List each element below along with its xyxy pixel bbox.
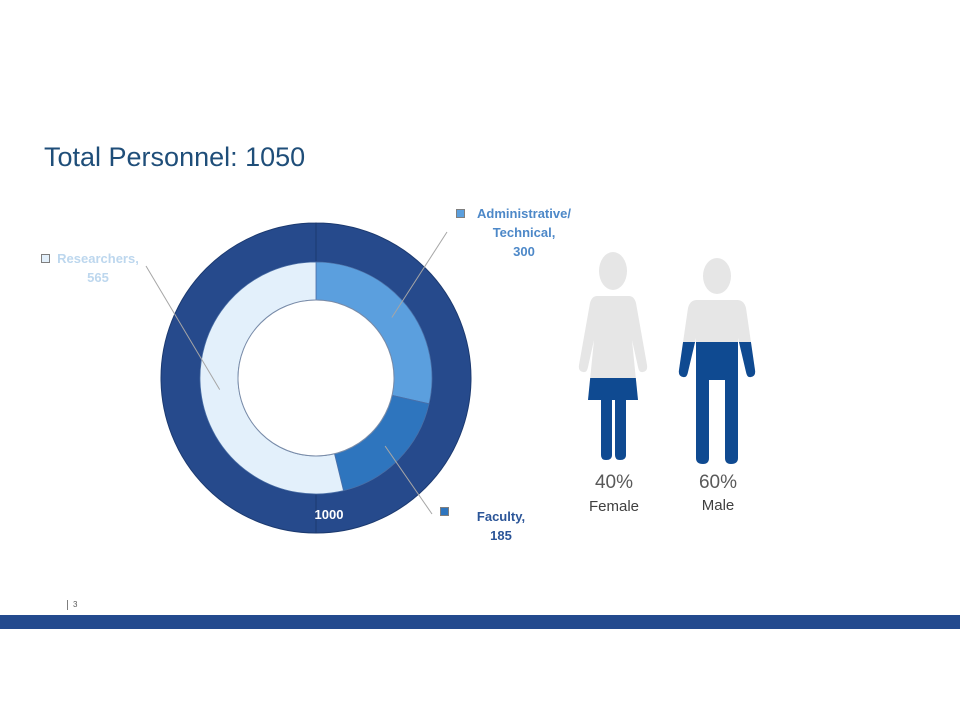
slice-label-line: Technical, bbox=[492, 225, 556, 240]
male-label: Male bbox=[701, 497, 735, 514]
slice-label-line: Administrative/ bbox=[477, 206, 571, 221]
outer-ring-value-label: 1000 bbox=[315, 507, 344, 522]
leader-line bbox=[145, 265, 221, 390]
slice-label-administrative: Administrative/ Technical, 300 bbox=[462, 204, 586, 261]
slice-label-line: 565 bbox=[87, 270, 109, 285]
slide-title: Total Personnel: 1050 bbox=[44, 142, 306, 172]
female-label: Female bbox=[588, 498, 640, 515]
doughnut-hole bbox=[237, 299, 395, 457]
legend-swatch-faculty bbox=[440, 507, 449, 516]
legend-swatch-administrative bbox=[456, 209, 465, 218]
male-percent: 60% bbox=[698, 472, 738, 493]
slice-label-line: Faculty, bbox=[476, 509, 526, 524]
slice-label-line: 300 bbox=[513, 244, 535, 259]
footer-bar bbox=[0, 615, 960, 629]
female-figure-icon bbox=[578, 252, 648, 460]
legend-swatch-researchers bbox=[41, 254, 50, 263]
male-figure-icon bbox=[678, 258, 756, 464]
leader-line bbox=[384, 445, 433, 515]
slice-label-faculty: Faculty, 185 bbox=[466, 507, 536, 545]
slice-label-line: 185 bbox=[490, 528, 512, 543]
slice-label-researchers: Researchers, 565 bbox=[46, 249, 150, 287]
slice-label-line: Researchers, bbox=[57, 251, 139, 266]
female-percent: 40% bbox=[594, 472, 634, 493]
leader-line bbox=[391, 231, 448, 318]
page-number: 3 bbox=[67, 600, 77, 610]
